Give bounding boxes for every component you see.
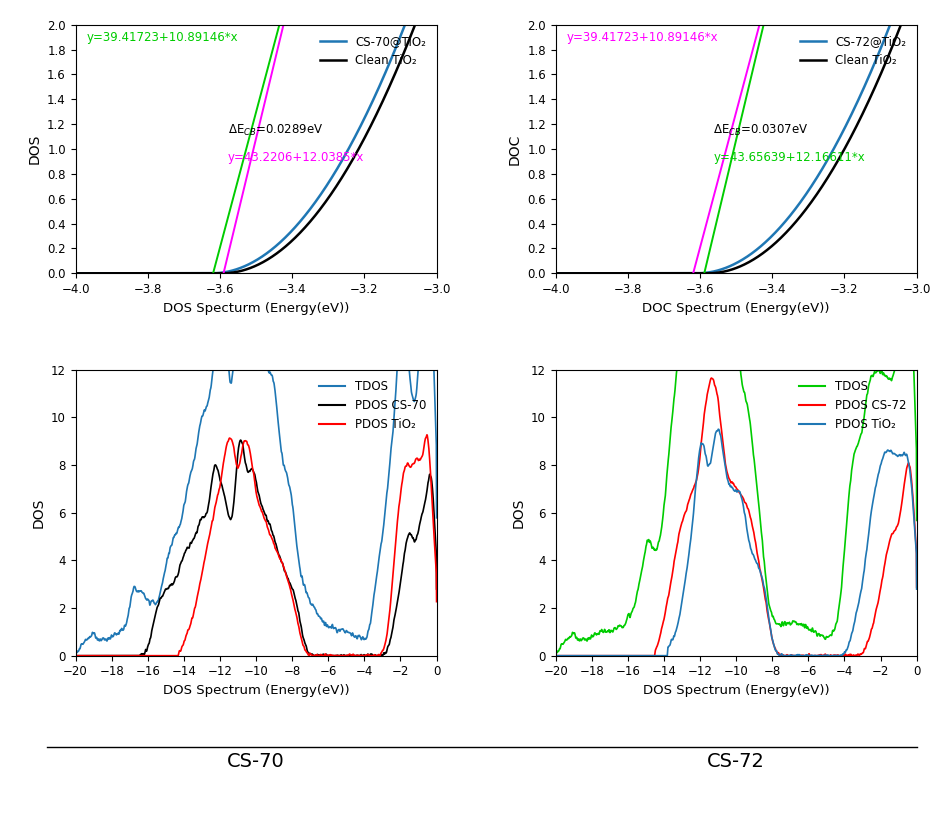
Text: y=39.41723+10.89146*x: y=39.41723+10.89146*x	[86, 30, 238, 44]
X-axis label: DOS Spectrum (Energy(eV)): DOS Spectrum (Energy(eV))	[642, 684, 829, 697]
X-axis label: DOS Spectrum (Energy(eV)): DOS Spectrum (Energy(eV))	[162, 684, 349, 697]
X-axis label: DOS Specturm (Energy(eV)): DOS Specturm (Energy(eV))	[162, 302, 349, 315]
Legend: CS-70@TiO₂, Clean TiO₂: CS-70@TiO₂, Clean TiO₂	[314, 30, 430, 72]
X-axis label: DOC Spectrum (Energy(eV)): DOC Spectrum (Energy(eV))	[642, 302, 829, 315]
Legend: TDOS, PDOS CS-70, PDOS TiO₂: TDOS, PDOS CS-70, PDOS TiO₂	[314, 376, 430, 436]
Text: CS-70: CS-70	[227, 751, 285, 770]
Y-axis label: DOC: DOC	[507, 133, 521, 165]
Text: ΔE$_{CB}$=0.0289eV: ΔE$_{CB}$=0.0289eV	[228, 123, 323, 138]
Text: y=39.41723+10.89146*x: y=39.41723+10.89146*x	[565, 30, 717, 44]
Text: ΔE$_{CB}$=0.0307eV: ΔE$_{CB}$=0.0307eV	[713, 123, 808, 138]
Y-axis label: DOS: DOS	[31, 498, 45, 528]
Legend: TDOS, PDOS CS-72, PDOS TiO₂: TDOS, PDOS CS-72, PDOS TiO₂	[794, 376, 910, 436]
Text: y=43.65639+12.16611*x: y=43.65639+12.16611*x	[713, 152, 865, 165]
Y-axis label: DOS: DOS	[27, 133, 42, 164]
Text: y=43.2206+12.0385*x: y=43.2206+12.0385*x	[228, 152, 364, 165]
Legend: CS-72@TiO₂, Clean TiO₂: CS-72@TiO₂, Clean TiO₂	[794, 30, 910, 72]
Text: CS-72: CS-72	[706, 751, 765, 770]
Y-axis label: DOS: DOS	[511, 498, 525, 528]
